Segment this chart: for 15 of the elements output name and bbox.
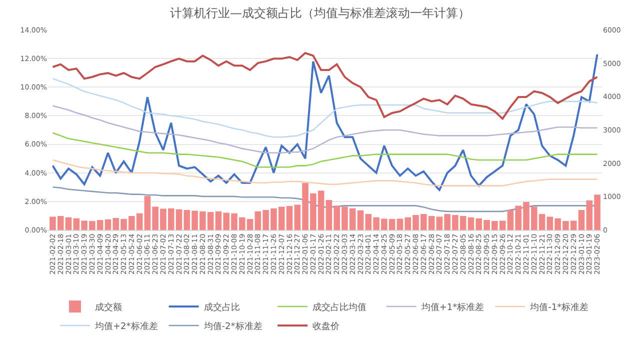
line-series (52, 105, 598, 154)
line-series (52, 159, 598, 186)
line-series (52, 78, 598, 138)
chart-title: 计算机行业—成交额占比（均值与标准差滚动一年计算） (170, 6, 470, 20)
line-series (52, 132, 598, 168)
line-series (52, 52, 598, 120)
legend-label: 收盘价 (312, 321, 340, 332)
legend-label: 成交额 (95, 302, 122, 314)
legend-label: 成交占比均值 (312, 302, 367, 314)
legend-label: 均值+1*标准差 (420, 302, 484, 314)
line-series (52, 53, 598, 191)
legend-label: 均值-2*标准差 (202, 321, 262, 332)
legend-label: 均值-1*标准差 (529, 302, 589, 314)
legend-label: 均值+2*标准差 (94, 321, 158, 332)
legend-label: 成交占比 (204, 302, 240, 314)
